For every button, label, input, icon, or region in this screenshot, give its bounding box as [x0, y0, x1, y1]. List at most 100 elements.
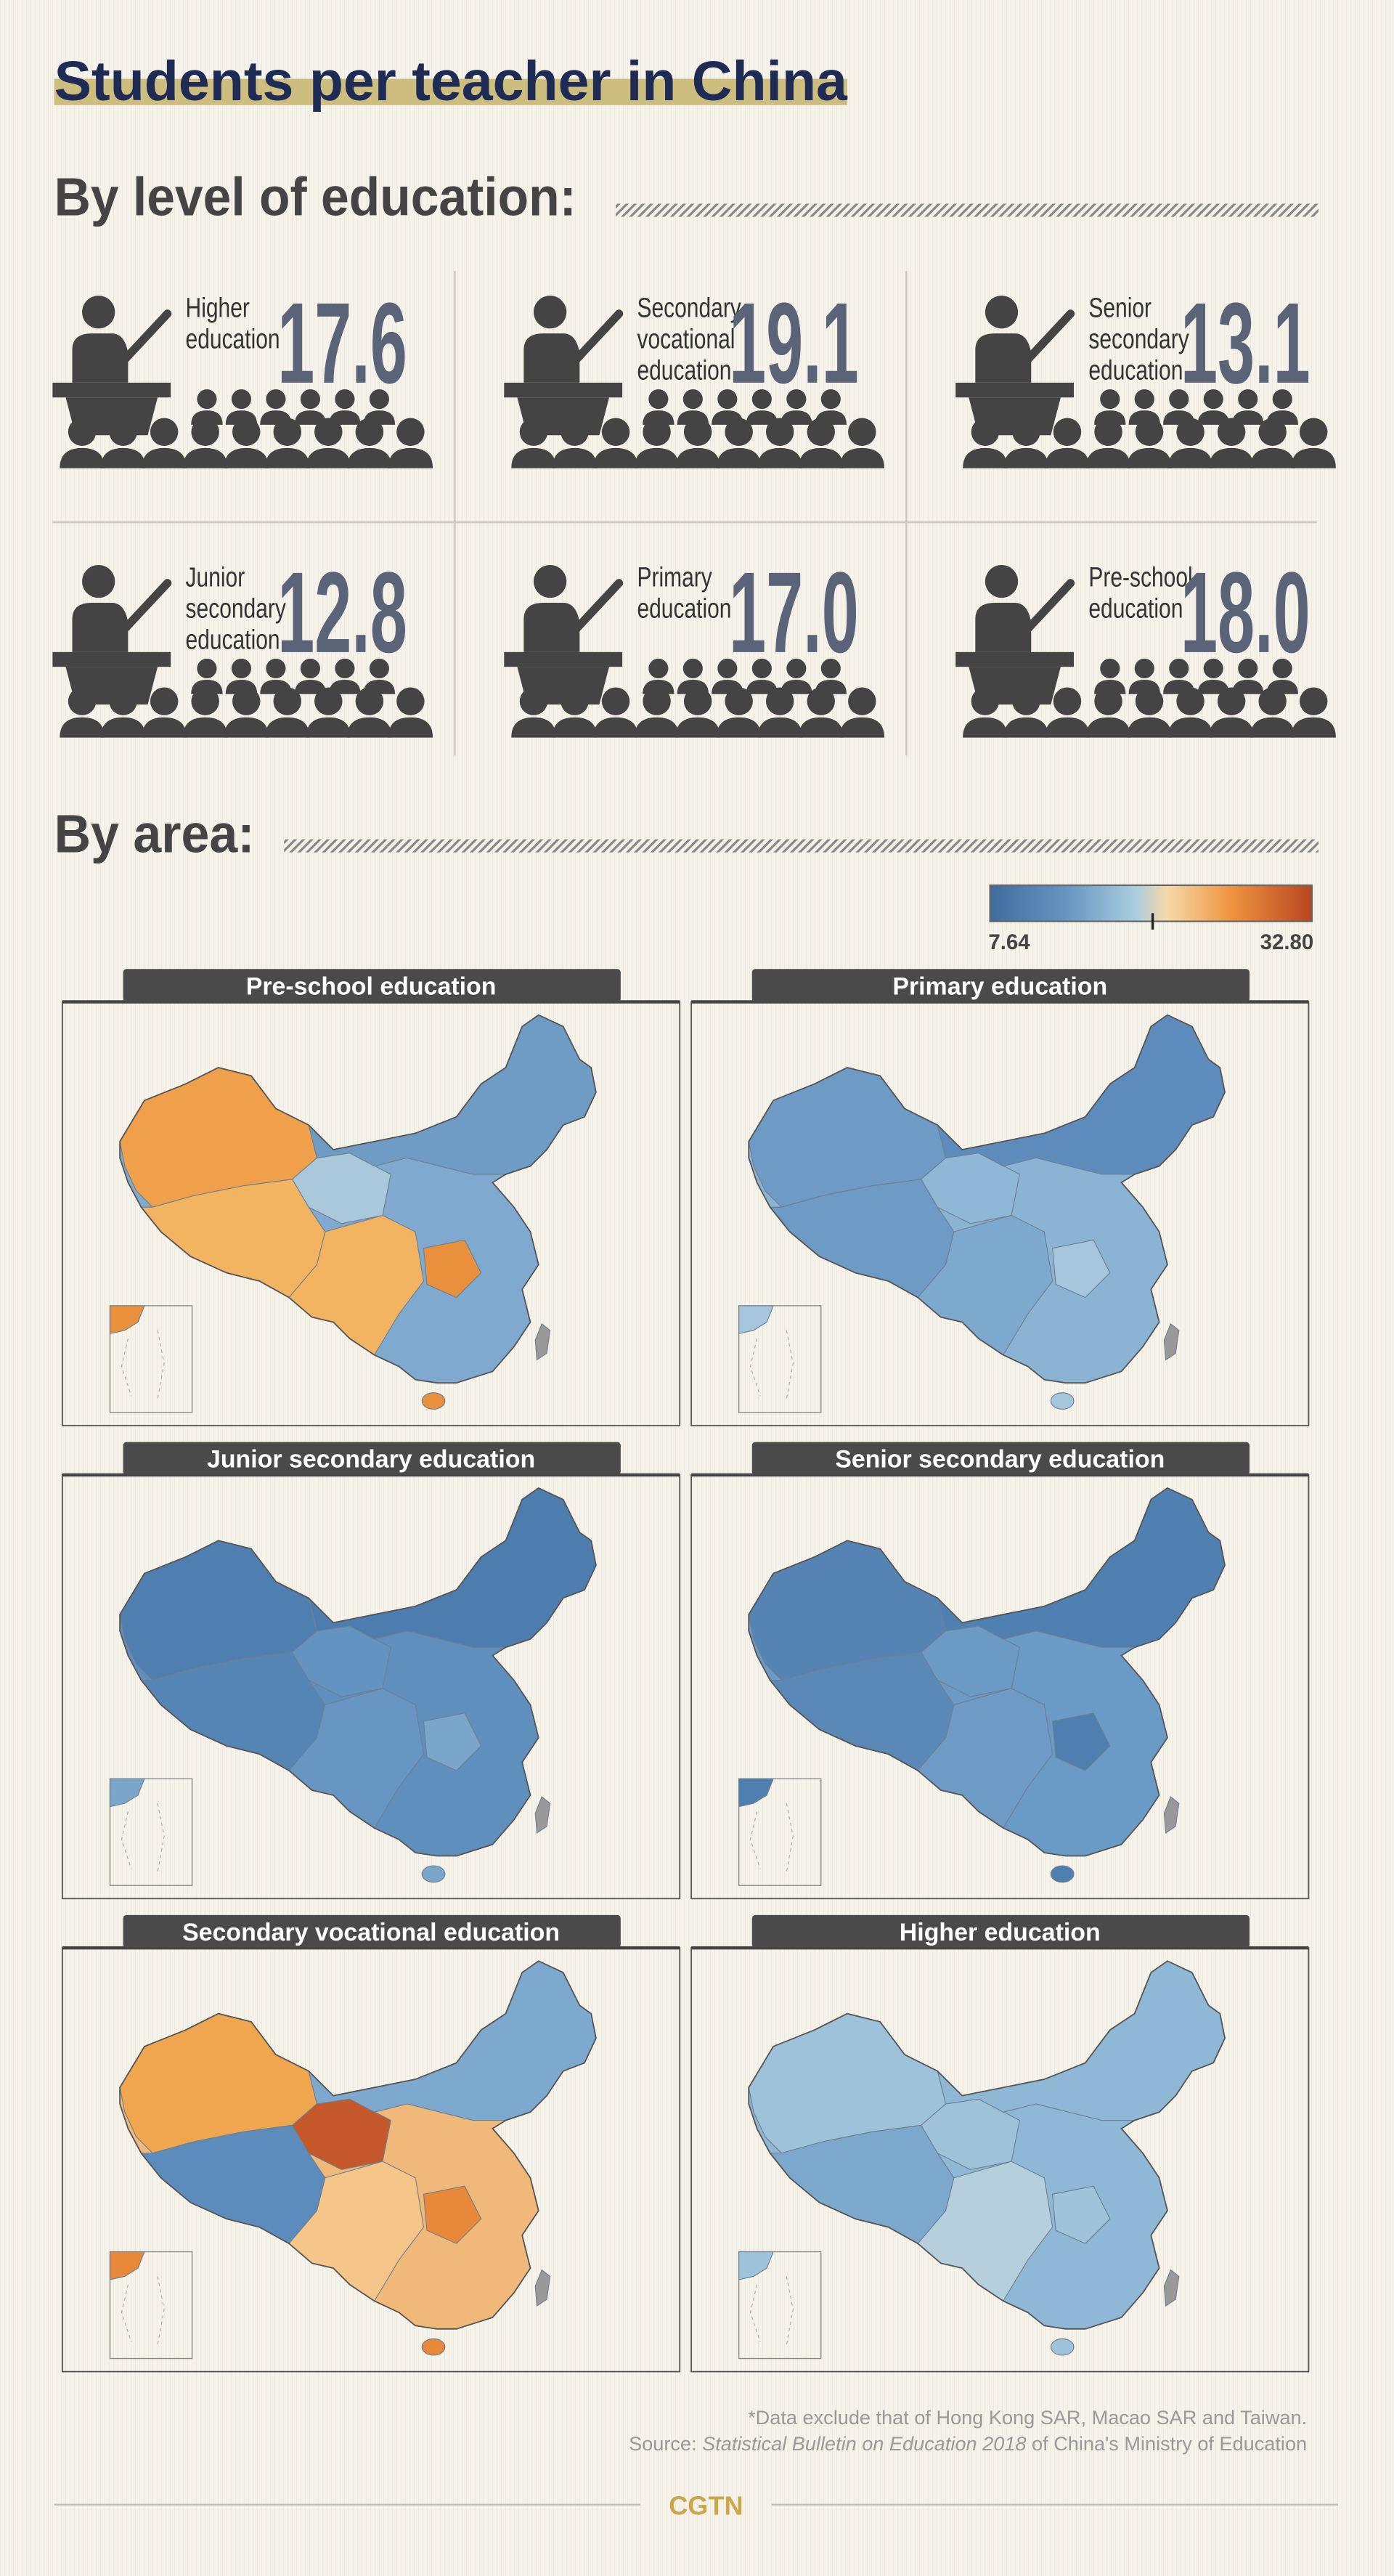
- section-heading: By level of education:: [54, 166, 576, 227]
- podium-top: [504, 382, 623, 398]
- student-head: [648, 658, 669, 678]
- teacher-body: [523, 333, 580, 383]
- student-head: [300, 658, 320, 678]
- inset-coast: [738, 1778, 775, 1808]
- teacher-body: [72, 602, 129, 652]
- taiwan: [534, 2269, 551, 2307]
- region: [423, 1712, 482, 1771]
- student-head: [786, 389, 807, 410]
- student-head: [150, 687, 179, 715]
- scale-min: 7.64: [988, 930, 1030, 954]
- student-head: [751, 389, 772, 410]
- student-body: [1167, 717, 1213, 738]
- china-map: [738, 1014, 1226, 1413]
- student-head: [648, 389, 669, 410]
- student-head: [683, 687, 712, 715]
- student-body: [1209, 447, 1254, 468]
- student-body: [1003, 447, 1049, 468]
- hainan: [421, 1865, 446, 1883]
- scale-max: 32.80: [1260, 930, 1314, 954]
- student-head: [1203, 658, 1223, 678]
- student-head: [335, 658, 355, 678]
- student-head: [1012, 687, 1040, 715]
- student-body: [100, 447, 146, 468]
- teacher-head: [533, 564, 567, 598]
- level-label: education: [186, 324, 280, 354]
- student-head: [1203, 389, 1223, 410]
- teacher-body: [72, 333, 129, 383]
- student-head: [725, 687, 753, 715]
- hainan: [421, 1392, 446, 1410]
- level-label: Secondary: [637, 293, 741, 323]
- student-head: [314, 687, 343, 715]
- student-head: [1299, 418, 1328, 446]
- student-head: [807, 418, 835, 446]
- map-title: Secondary vocational education: [182, 1919, 560, 1946]
- student-body: [347, 447, 392, 468]
- student-body: [716, 447, 762, 468]
- student-head: [109, 418, 137, 446]
- student-body: [839, 447, 885, 468]
- student-body: [306, 717, 351, 738]
- hainan: [1050, 1865, 1075, 1883]
- student-body: [963, 717, 1008, 738]
- level-label: Junior: [186, 562, 245, 593]
- inset-line: [749, 1803, 794, 1873]
- panel-tab: [751, 1442, 1250, 1475]
- student-head: [1169, 658, 1189, 678]
- student-head: [1094, 418, 1122, 446]
- student-body: [142, 447, 187, 468]
- student-head: [1053, 418, 1082, 446]
- inset: [109, 1778, 193, 1886]
- inset-line: [121, 2276, 165, 2346]
- pointer: [568, 309, 624, 367]
- taiwan: [534, 1796, 551, 1834]
- student-head: [231, 389, 252, 410]
- student-body: [265, 447, 310, 468]
- student-body: [1291, 447, 1336, 468]
- level-label: Senior: [1088, 293, 1152, 323]
- student-head: [355, 418, 384, 446]
- teacher-body: [975, 602, 1032, 652]
- map-title: Junior secondary education: [207, 1446, 535, 1474]
- student-body: [224, 447, 269, 468]
- outline: [119, 1960, 597, 2330]
- brand: CGTN: [669, 2490, 743, 2520]
- student-head: [765, 418, 794, 446]
- student-head: [1258, 418, 1287, 446]
- student-head: [1299, 687, 1328, 715]
- outline: [748, 1487, 1226, 1857]
- student-head: [1238, 658, 1258, 678]
- level-label: education: [637, 593, 731, 624]
- student-body: [1045, 447, 1090, 468]
- student-body: [511, 447, 556, 468]
- inset-line: [121, 1330, 165, 1399]
- student-head: [1135, 418, 1164, 446]
- student-head: [751, 658, 772, 678]
- level-label: education: [1088, 593, 1183, 624]
- student-head: [807, 687, 835, 715]
- student-head: [643, 687, 671, 715]
- level-label: secondary: [1088, 324, 1189, 354]
- hatch-line: [284, 839, 1318, 853]
- title-highlight: [54, 78, 847, 105]
- source: Source: Statistical Bulletin on Educatio…: [629, 2432, 1307, 2455]
- student-head: [848, 687, 876, 715]
- student-head: [601, 687, 630, 715]
- student-body: [1250, 447, 1295, 468]
- student-head: [232, 418, 261, 446]
- student-body: [224, 717, 269, 738]
- region: [1052, 1712, 1111, 1771]
- taiwan: [1163, 1796, 1180, 1834]
- student-head: [197, 389, 217, 410]
- student-head: [820, 658, 841, 678]
- student-head: [1094, 687, 1122, 715]
- student-head: [369, 389, 389, 410]
- student-body: [60, 447, 105, 468]
- student-body: [1085, 447, 1131, 468]
- pointer: [117, 309, 172, 367]
- teacher-head: [533, 296, 567, 329]
- student-body: [798, 447, 844, 468]
- student-body: [1045, 717, 1090, 738]
- teacher-head: [985, 296, 1019, 329]
